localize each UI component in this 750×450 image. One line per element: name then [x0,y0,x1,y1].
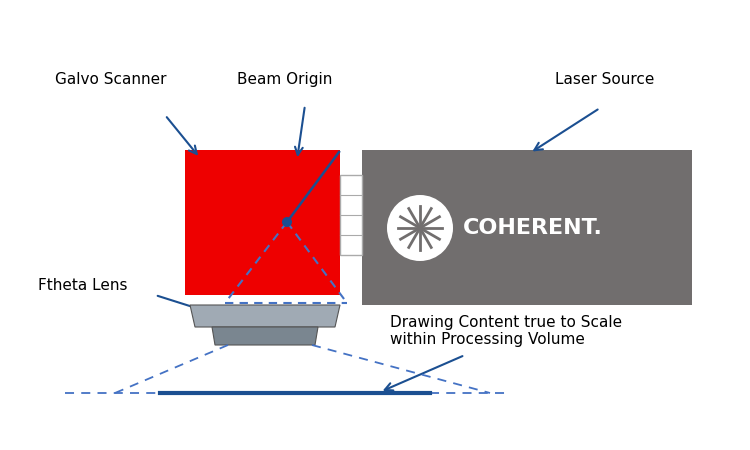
Bar [185,150,340,295]
Text: Galvo Scanner: Galvo Scanner [55,72,166,87]
Text: Beam Origin: Beam Origin [237,72,333,87]
Text: Laser Source: Laser Source [555,72,654,87]
Bar [340,175,362,255]
Polygon shape [190,305,340,327]
Polygon shape [212,327,318,345]
Bar [362,150,692,305]
Circle shape [387,195,453,261]
Circle shape [282,217,292,227]
Text: Drawing Content true to Scale
within Processing Volume: Drawing Content true to Scale within Pro… [390,315,622,347]
Text: COHERENT.: COHERENT. [463,218,603,238]
Text: Ftheta Lens: Ftheta Lens [38,278,128,293]
